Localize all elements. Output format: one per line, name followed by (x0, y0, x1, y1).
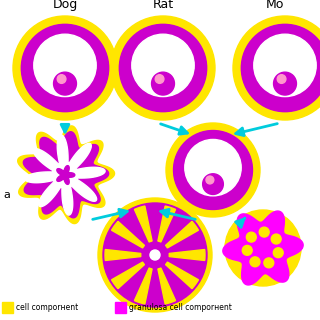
FancyBboxPatch shape (2, 302, 13, 313)
Polygon shape (134, 268, 152, 304)
FancyBboxPatch shape (115, 302, 126, 313)
Text: a: a (3, 190, 10, 200)
Circle shape (259, 227, 269, 237)
Polygon shape (158, 268, 176, 304)
Circle shape (152, 72, 174, 95)
Polygon shape (112, 221, 144, 248)
Text: cell comporнent: cell comporнent (16, 303, 78, 313)
Text: Rat: Rat (152, 0, 173, 11)
Circle shape (166, 123, 260, 217)
Polygon shape (165, 262, 198, 289)
Circle shape (34, 34, 96, 97)
Polygon shape (112, 262, 144, 289)
Circle shape (173, 131, 252, 210)
Polygon shape (57, 166, 75, 184)
Circle shape (132, 34, 194, 97)
Circle shape (203, 174, 223, 195)
Circle shape (13, 16, 117, 120)
Circle shape (57, 75, 66, 84)
Circle shape (246, 232, 256, 242)
Text: granulosa cell comporнent: granulosa cell comporнent (129, 303, 232, 313)
Text: Dog: Dog (52, 0, 78, 11)
Polygon shape (223, 211, 303, 285)
Polygon shape (134, 206, 152, 242)
Polygon shape (158, 206, 176, 242)
Polygon shape (23, 132, 108, 218)
Circle shape (250, 257, 260, 267)
Circle shape (264, 258, 274, 268)
Circle shape (273, 248, 283, 258)
Circle shape (53, 72, 76, 95)
Polygon shape (169, 250, 205, 260)
Circle shape (111, 16, 215, 120)
Polygon shape (165, 221, 198, 248)
Circle shape (119, 24, 207, 112)
Circle shape (233, 16, 320, 120)
Polygon shape (105, 250, 141, 260)
Circle shape (98, 198, 212, 312)
Polygon shape (18, 126, 115, 224)
Circle shape (254, 34, 316, 97)
Circle shape (274, 72, 296, 95)
Circle shape (206, 176, 214, 184)
Circle shape (277, 75, 286, 84)
Polygon shape (25, 135, 105, 215)
Circle shape (21, 24, 109, 112)
Text: Mo: Mo (266, 0, 284, 11)
Circle shape (225, 210, 301, 286)
Circle shape (242, 245, 252, 255)
Circle shape (271, 234, 281, 244)
Circle shape (155, 75, 164, 84)
Circle shape (185, 140, 241, 196)
Circle shape (150, 250, 160, 260)
Circle shape (241, 24, 320, 112)
Circle shape (103, 203, 207, 307)
